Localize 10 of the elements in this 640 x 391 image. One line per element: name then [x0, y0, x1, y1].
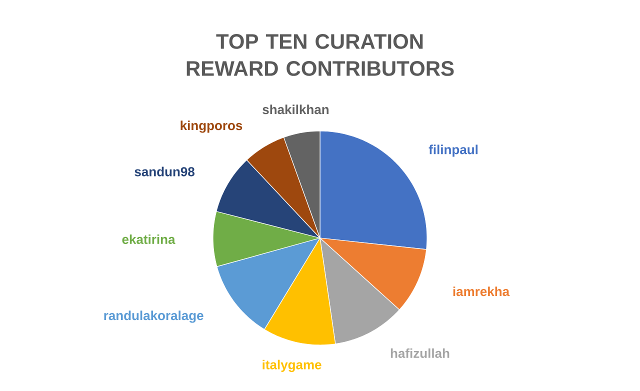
slice-label: italygame [262, 360, 322, 372]
slice-label: randulakoralage [104, 310, 204, 323]
slice-label: shakilkhan [262, 104, 329, 114]
slice-label: sandun98 [134, 166, 195, 176]
slice-label: ekatirina [122, 234, 176, 244]
slice-label: filinpaul [428, 144, 478, 157]
slice-label: iamrekha [453, 286, 510, 296]
chart-title: TOP TEN CURATION REWARD CONTRIBUTORS [186, 34, 454, 76]
slice-label: kingporos [180, 120, 242, 133]
slice-label: hafizullah [390, 348, 450, 358]
